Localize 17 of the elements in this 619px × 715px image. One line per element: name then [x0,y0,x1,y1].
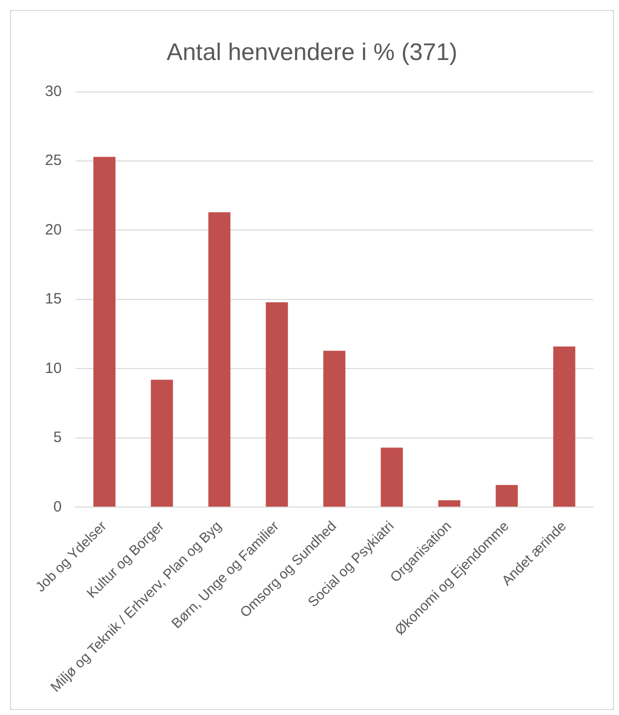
bar [438,500,460,507]
y-tick-label: 0 [53,498,62,516]
chart-title: Antal henvendere i % (371) [166,39,458,66]
bar [496,485,518,507]
bar [266,302,288,507]
bar [208,212,230,507]
bar [553,346,576,507]
y-tick-label: 5 [53,429,62,446]
y-tick-label: 30 [44,82,62,100]
y-tick-label: 25 [44,152,62,170]
bar [150,380,173,507]
bar [380,448,403,507]
y-tick-label: 10 [44,360,62,377]
bar [93,156,116,507]
bar [323,350,346,507]
y-tick-label: 15 [44,290,62,308]
y-tick-label: 20 [44,221,62,238]
